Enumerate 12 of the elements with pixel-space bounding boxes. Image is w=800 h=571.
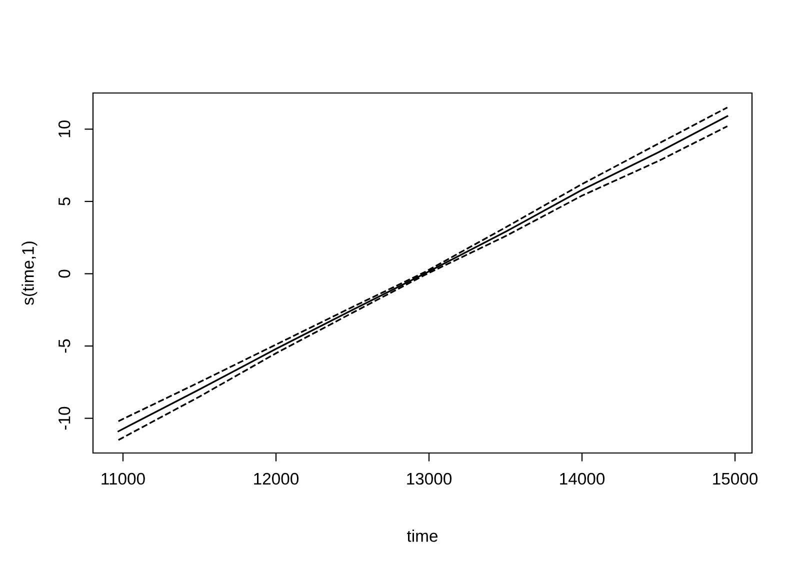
y-tick-label: -10 bbox=[58, 406, 70, 430]
y-tick-label: -5 bbox=[58, 339, 70, 353]
y-tick-label: 5 bbox=[58, 198, 70, 206]
y-axis-title: s(time,1) bbox=[22, 242, 38, 305]
x-tick-label: 15000 bbox=[713, 472, 758, 485]
x-tick-label: 11000 bbox=[102, 472, 145, 485]
y-tick-label: 10 bbox=[58, 120, 70, 138]
x-axis-title: time bbox=[407, 530, 438, 542]
y-tick-label: 0 bbox=[58, 270, 70, 278]
x-tick-label: 13000 bbox=[407, 472, 452, 485]
x-tick-label: 12000 bbox=[254, 472, 299, 485]
x-tick-label: 14000 bbox=[560, 472, 605, 485]
